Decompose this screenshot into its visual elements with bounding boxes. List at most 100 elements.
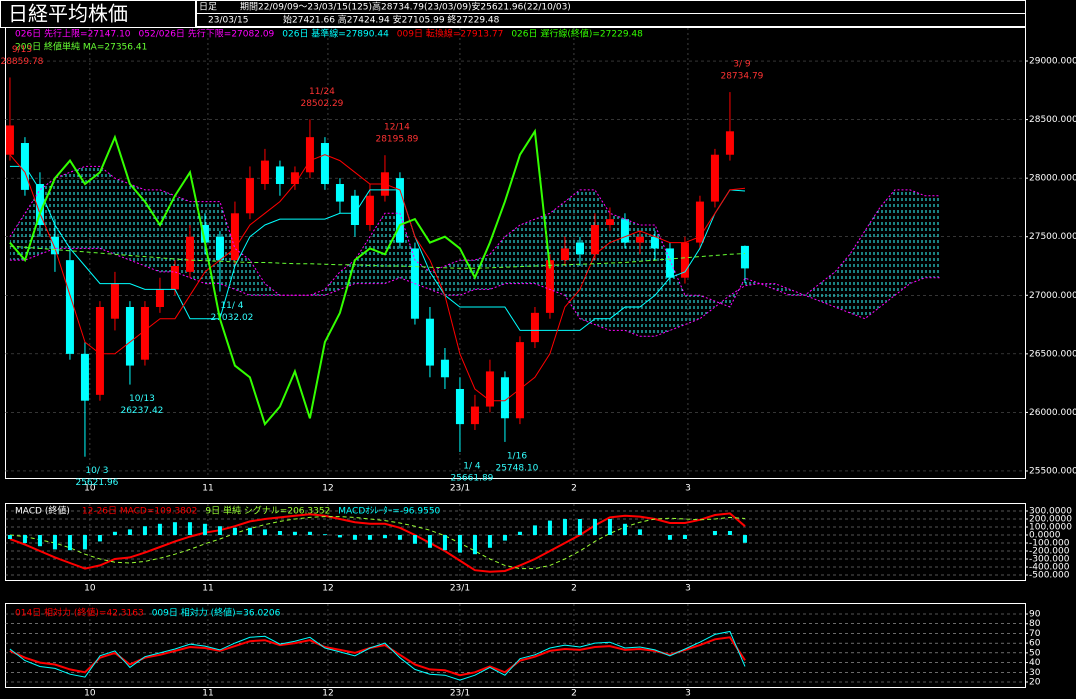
x-tick-label: 3 — [685, 584, 691, 594]
candle-body — [545, 260, 554, 313]
price-panel — [5, 27, 1026, 479]
annotation-date: 10/13 — [129, 394, 155, 404]
candle-body — [590, 225, 599, 255]
legend-entry: 014日 相対力 (終値)=42.3163 — [15, 607, 144, 619]
y-tick-label: 200.0000 — [1029, 515, 1072, 525]
candle-body — [65, 260, 74, 354]
oscillator-bar — [667, 535, 672, 540]
annotation-price: 28734.79 — [720, 72, 763, 82]
annotation-date: 1/16 — [507, 451, 527, 461]
oscillator-bar — [382, 535, 387, 539]
oscillator-bar — [22, 535, 27, 543]
candle-body — [425, 318, 434, 366]
oscillator-bar — [352, 535, 357, 540]
candle-body — [290, 172, 299, 185]
annotation-date: 12/14 — [384, 123, 410, 133]
x-tick-label: 12 — [322, 584, 333, 594]
series-line — [9, 512, 746, 573]
oscillator-bar — [472, 535, 477, 555]
annotation-date: 10/ 3 — [85, 466, 108, 476]
legend-entry: 009日 相対力 (終値)=36.0206 — [152, 607, 281, 619]
oscillator-bar — [67, 535, 72, 551]
candle-body — [110, 283, 119, 319]
candle-body — [80, 353, 89, 401]
cloud — [9, 166, 940, 337]
oscillator-bar — [592, 519, 597, 535]
y-tick-label: 26500.000 — [1029, 349, 1076, 359]
x-tick-label: 10 — [84, 689, 96, 699]
y-tick-label: 30 — [1029, 668, 1041, 678]
oscillator-bar — [37, 535, 42, 547]
legend-entry: 026日 遅行線(終値)=27229.48 — [511, 28, 643, 40]
candle-body — [365, 195, 374, 226]
legend-entry: 026日 基準線=27890.44 — [282, 28, 389, 40]
annotation-price: 25661.89 — [450, 474, 493, 484]
y-tick-label: 20 — [1029, 677, 1041, 687]
oscillator-bar — [82, 535, 87, 550]
oscillator-bar — [292, 531, 297, 535]
y-tick-label: 90 — [1029, 610, 1041, 620]
candle-body — [470, 406, 479, 425]
oscillator-bar — [442, 535, 447, 551]
oscillator-bar — [727, 531, 732, 535]
oscillator-bar — [337, 535, 342, 538]
candle-body — [575, 242, 584, 255]
candle-body — [665, 248, 674, 278]
candle-body — [335, 184, 344, 202]
y-tick-label: 28500.000 — [1029, 115, 1076, 125]
oscillator-bar — [607, 519, 612, 535]
panel-title: MACD (終値) — [15, 505, 70, 517]
oscillator-bar — [517, 531, 522, 535]
oscillator-bar — [322, 534, 327, 535]
x-tick-label: 2 — [571, 484, 577, 494]
oscillator-bar — [7, 535, 12, 539]
candle-body — [305, 137, 314, 173]
cloud-edge — [9, 247, 940, 337]
cloud-edge — [9, 165, 940, 308]
candle-body — [125, 306, 134, 366]
y-tick-label: 40 — [1029, 658, 1041, 668]
oscillator-bar — [412, 535, 417, 544]
annotation-price: 25748.10 — [495, 463, 538, 473]
y-tick-label: 50 — [1029, 648, 1041, 658]
series-line — [9, 516, 746, 570]
candle-body — [710, 154, 719, 202]
annotation-date: 11/ 4 — [220, 301, 243, 311]
x-tick-label: 2 — [571, 689, 577, 699]
legend-entry: 200日 終値単純 MA=27356.41 — [15, 41, 147, 53]
oscillator-bar — [487, 535, 492, 548]
y-tick-label: 28000.000 — [1029, 174, 1076, 184]
legend-entry: 052/026日 先行下限=27082.09 — [139, 28, 275, 40]
y-tick-label: 80 — [1029, 619, 1041, 629]
y-tick-label: 0.0000 — [1029, 531, 1061, 541]
oscillator-bar — [532, 525, 537, 535]
candle-body — [275, 166, 284, 185]
annotation-date: 9/13 — [12, 45, 32, 55]
candle-body — [620, 219, 629, 243]
x-tick-label: 23/1 — [450, 689, 470, 699]
x-tick-label: 10 — [84, 484, 96, 494]
x-tick-label: 3 — [685, 689, 691, 699]
candle-body — [35, 184, 44, 226]
x-tick-label: 12 — [322, 484, 333, 494]
candle-body — [680, 242, 689, 278]
period: 期間22/09/09～23/03/15(125)高28734.79(23/03/… — [240, 1, 571, 13]
candle-body — [5, 125, 14, 155]
x-tick-label: 23/1 — [450, 584, 470, 594]
oscillator-bar — [367, 535, 372, 540]
y-tick-label: -400.000 — [1029, 563, 1070, 573]
candle-body — [455, 388, 464, 425]
y-tick-label: 26000.000 — [1029, 408, 1076, 418]
candle-body — [245, 178, 254, 214]
candle-body — [260, 160, 269, 185]
series-line — [9, 128, 551, 427]
oscillator-bar — [307, 531, 312, 535]
annotation-date: 3/ 9 — [733, 60, 751, 70]
y-tick-label: -300.000 — [1029, 555, 1070, 565]
series-line — [9, 630, 746, 681]
candle-body — [530, 312, 539, 343]
date: 23/03/15 — [208, 16, 248, 26]
chart-title: 日経平均株価 — [8, 2, 128, 26]
annotation-price: 25621.96 — [75, 478, 118, 488]
